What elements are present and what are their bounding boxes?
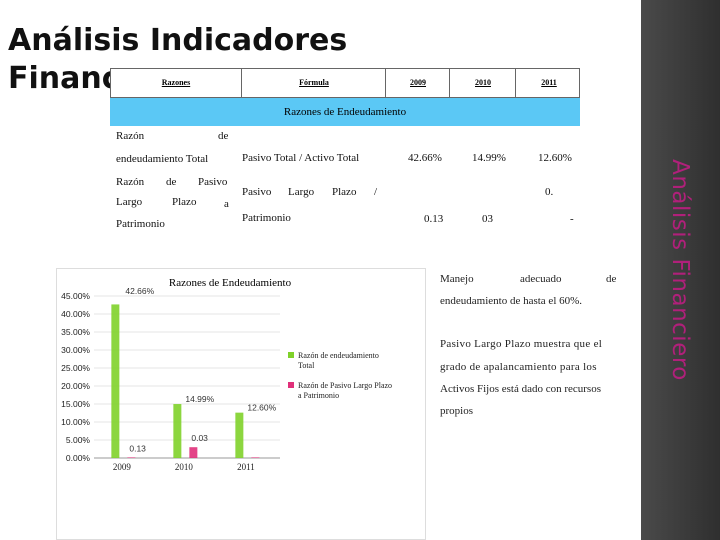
row2-formula-a: Pasivo <box>242 186 272 198</box>
sidebar-panel <box>641 0 720 540</box>
legend-label: Total <box>298 361 315 370</box>
x-tick-label: 2011 <box>237 462 255 472</box>
legend-swatch <box>288 352 294 358</box>
legend-label: a Patrimonio <box>298 391 339 400</box>
row2-name-f: a <box>224 198 229 210</box>
data-label: 42.66% <box>125 286 154 296</box>
header-2011: 2011 <box>515 69 582 97</box>
row2-2011-b: - <box>570 213 574 225</box>
bar <box>111 304 120 458</box>
row1-2011: 12.60% <box>538 152 572 164</box>
row1-2010: 14.99% <box>472 152 506 164</box>
row2-name-a: Razón <box>116 176 145 188</box>
y-tick-label: 15.00% <box>61 399 90 409</box>
header-razones: Razones <box>161 78 191 87</box>
row2-formula-b: Largo <box>288 186 315 198</box>
table-header: Razones Fórmula 2009 2010 2011 <box>110 68 580 98</box>
header-2010: 2010 <box>449 69 516 97</box>
sidebar-title: Análisis Financiero <box>667 159 693 381</box>
y-tick-label: 10.00% <box>61 417 90 427</box>
y-tick-label: 35.00% <box>61 327 90 337</box>
header-formula: Fórmula <box>241 69 386 97</box>
y-tick-label: 40.00% <box>61 309 90 319</box>
note-1-b: adecuado <box>520 273 562 285</box>
y-tick-label: 5.00% <box>66 435 91 445</box>
row2-2011-a: 0. <box>545 186 554 198</box>
row2-formula-e: Patrimonio <box>242 212 291 224</box>
data-label: 0.03 <box>191 433 208 443</box>
row2-name-d: Largo <box>116 196 143 208</box>
row1-2009: 42.66% <box>408 152 442 164</box>
data-label: 0.13 <box>129 444 146 454</box>
title-line-2: Financ <box>8 61 120 96</box>
x-tick-label: 2009 <box>113 462 131 472</box>
row1-name-b: de <box>218 130 229 142</box>
bar <box>127 457 136 458</box>
ratio-table: Razones Fórmula 2009 2010 2011 Razones d… <box>110 68 580 236</box>
data-label: 12.60% <box>247 403 276 413</box>
row2-2009: 0.13 <box>424 213 444 225</box>
y-tick-label: 25.00% <box>61 363 90 373</box>
section-label: Razones de Endeudamiento <box>283 106 407 118</box>
note-1-c: de <box>606 273 617 285</box>
chart-gridlines <box>94 295 280 459</box>
slide-title: Análisis Indicadores Financ <box>8 22 347 98</box>
bar <box>235 412 244 458</box>
y-tick-label: 20.00% <box>61 381 90 391</box>
note-2-b: grado de apalancamiento para los <box>440 361 597 373</box>
y-tick-label: 45.00% <box>61 291 90 301</box>
note-1-d: endeudamiento de hasta el 60%. <box>440 295 583 307</box>
chart-y-ticks: 0.00% 5.00% 10.00% 15.00% 20.00% 25.00% 30.00%… <box>61 291 90 463</box>
row2-formula-c: Plazo <box>332 186 357 198</box>
bar <box>189 447 198 458</box>
note-1-a: Manejo <box>440 273 474 285</box>
y-tick-label: 0.00% <box>66 453 91 463</box>
note-2-a: Pasivo Largo Plazo muestra que el <box>440 338 603 350</box>
row1-name-c: endeudamiento Total <box>116 153 209 165</box>
data-label: 14.99% <box>185 394 214 404</box>
legend-label: Razón de endeudamiento <box>298 351 379 360</box>
x-tick-label: 2010 <box>175 462 194 472</box>
row2-formula-d: / <box>374 186 378 198</box>
row1-formula: Pasivo Total / Activo Total <box>242 152 360 164</box>
y-tick-label: 30.00% <box>61 345 90 355</box>
header-2009: 2009 <box>385 69 450 97</box>
chart-bars: 42.66% 0.13 14.99% 0.03 12.60% <box>111 286 277 458</box>
note-2-c: Activos Fijos está dado con recursos <box>440 383 601 395</box>
row2-name-e: Plazo <box>172 196 197 208</box>
bar <box>251 457 260 458</box>
legend-label: Razón de Pasivo Largo Plazo <box>298 381 392 390</box>
title-line-1: Análisis Indicadores <box>8 23 348 58</box>
note-2-d: propios <box>440 405 473 417</box>
row1-name-a: Razón <box>116 130 145 142</box>
table-body <box>110 126 580 236</box>
bar <box>173 404 182 458</box>
row2-2010: 03 <box>482 213 493 225</box>
legend-swatch <box>288 382 294 388</box>
debt-ratio-chart: Razones de Endeudamiento 0.00% 5.00% 10.00… <box>61 277 392 472</box>
chart-x-ticks: 2009 2010 2011 <box>113 462 255 472</box>
row2-name-g: Patrimonio <box>116 218 165 230</box>
row2-name-c: Pasivo <box>198 176 228 188</box>
chart-title: Razones de Endeudamiento <box>169 277 292 289</box>
row2-name-b: de <box>166 176 177 188</box>
